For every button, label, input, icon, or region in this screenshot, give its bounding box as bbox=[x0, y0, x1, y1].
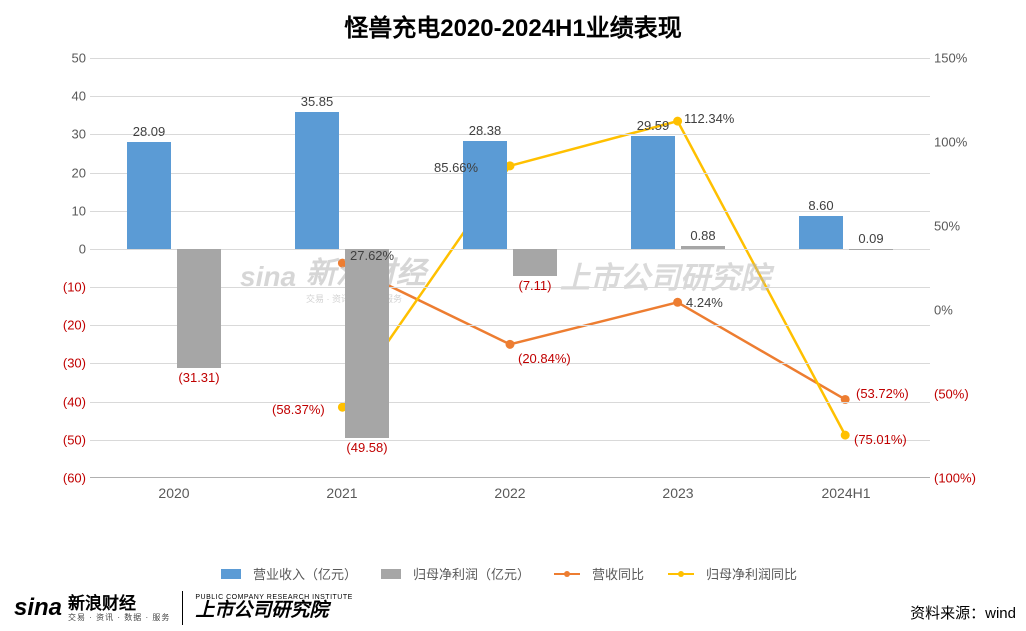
bar bbox=[345, 249, 389, 438]
bar-label: 29.59 bbox=[637, 118, 670, 133]
gridline bbox=[90, 440, 930, 441]
x-tick: 2021 bbox=[326, 485, 357, 501]
bar bbox=[631, 136, 675, 249]
line-label: 112.34% bbox=[684, 111, 734, 126]
bar bbox=[513, 249, 557, 276]
x-tick: 2023 bbox=[662, 485, 693, 501]
bar-label: (31.31) bbox=[178, 370, 219, 385]
y-right-tick: 150% bbox=[934, 51, 980, 66]
line-label: (20.84%) bbox=[518, 351, 571, 366]
bar bbox=[127, 142, 171, 249]
bar-label: 0.88 bbox=[690, 228, 715, 243]
bar bbox=[799, 216, 843, 249]
gridline bbox=[90, 58, 930, 59]
y-left-tick: (60) bbox=[52, 471, 86, 486]
bar bbox=[295, 112, 339, 249]
legend-item: 归母净利润（亿元） bbox=[381, 564, 538, 583]
bar-label: (49.58) bbox=[346, 440, 387, 455]
y-right-tick: 0% bbox=[934, 303, 980, 318]
y-left-tick: (50) bbox=[52, 432, 86, 447]
y-left-tick: 30 bbox=[52, 127, 86, 142]
line-label: 85.66% bbox=[434, 160, 478, 175]
y-left-tick: (30) bbox=[52, 356, 86, 371]
x-tick: 2022 bbox=[494, 485, 525, 501]
gridline bbox=[90, 402, 930, 403]
institute-brand: PUBLIC COMPANY RESEARCH INSTITUTE 上市公司研究… bbox=[195, 594, 352, 623]
y-left-tick: 40 bbox=[52, 89, 86, 104]
bar bbox=[681, 246, 725, 249]
line-label: (58.37%) bbox=[272, 402, 325, 417]
source-label: 资料来源：wind bbox=[910, 602, 1016, 623]
x-tick: 2020 bbox=[158, 485, 189, 501]
sina-brand-sub: 交易 · 资讯 · 数据 · 服务 bbox=[68, 614, 170, 622]
line-label: (53.72%) bbox=[856, 386, 909, 401]
gridline bbox=[90, 134, 930, 135]
bar-label: 28.09 bbox=[133, 124, 166, 139]
legend: 营业收入（亿元） 归母净利润（亿元） 营收同比归母净利润同比 bbox=[0, 564, 1026, 583]
y-right-tick: 100% bbox=[934, 135, 980, 150]
bar-label: 28.38 bbox=[469, 123, 502, 138]
sina-brand: sina 新浪财经 交易 · 资讯 · 数据 · 服务 bbox=[14, 594, 170, 622]
line-label: 4.24% bbox=[686, 295, 723, 310]
bar bbox=[177, 249, 221, 369]
bar-label: 35.85 bbox=[301, 94, 334, 109]
line-label: 27.62% bbox=[350, 248, 394, 263]
y-left-tick: 10 bbox=[52, 203, 86, 218]
bar-label: 8.60 bbox=[808, 198, 833, 213]
chart-title: 怪兽充电2020-2024H1业绩表现 bbox=[0, 8, 1026, 43]
x-tick: 2024H1 bbox=[821, 485, 870, 501]
sina-logo-icon: sina bbox=[14, 594, 62, 622]
y-right-tick: (100%) bbox=[934, 471, 980, 486]
bar bbox=[463, 141, 507, 249]
legend-item: 归母净利润同比 bbox=[668, 564, 805, 583]
y-left-tick: 50 bbox=[52, 51, 86, 66]
legend-item: 营收同比 bbox=[554, 564, 652, 583]
y-left-tick: (40) bbox=[52, 394, 86, 409]
y-left-tick: 20 bbox=[52, 165, 86, 180]
gridline bbox=[90, 211, 930, 212]
y-right-tick: (50%) bbox=[934, 387, 980, 402]
bar-label: 0.09 bbox=[858, 231, 883, 246]
sina-brand-text: 新浪财经 bbox=[68, 595, 170, 612]
footer-brand: sina 新浪财经 交易 · 资讯 · 数据 · 服务 PUBLIC COMPA… bbox=[14, 591, 353, 625]
chart-container: sina 新浪财经 交易 · 资讯 · 数据 · 服务 上市公司研究院 (60)… bbox=[50, 58, 976, 508]
gridline bbox=[90, 173, 930, 174]
y-left-tick: (10) bbox=[52, 280, 86, 295]
y-left-tick: (20) bbox=[52, 318, 86, 333]
y-left-tick: 0 bbox=[52, 241, 86, 256]
brand-divider bbox=[182, 591, 183, 625]
bar-label: (7.11) bbox=[519, 278, 552, 293]
legend-item: 营业收入（亿元） bbox=[221, 564, 365, 583]
plot-area: sina 新浪财经 交易 · 资讯 · 数据 · 服务 上市公司研究院 (60)… bbox=[90, 58, 930, 478]
line-label: (75.01%) bbox=[854, 432, 907, 447]
y-right-tick: 50% bbox=[934, 219, 980, 234]
gridline bbox=[90, 96, 930, 97]
